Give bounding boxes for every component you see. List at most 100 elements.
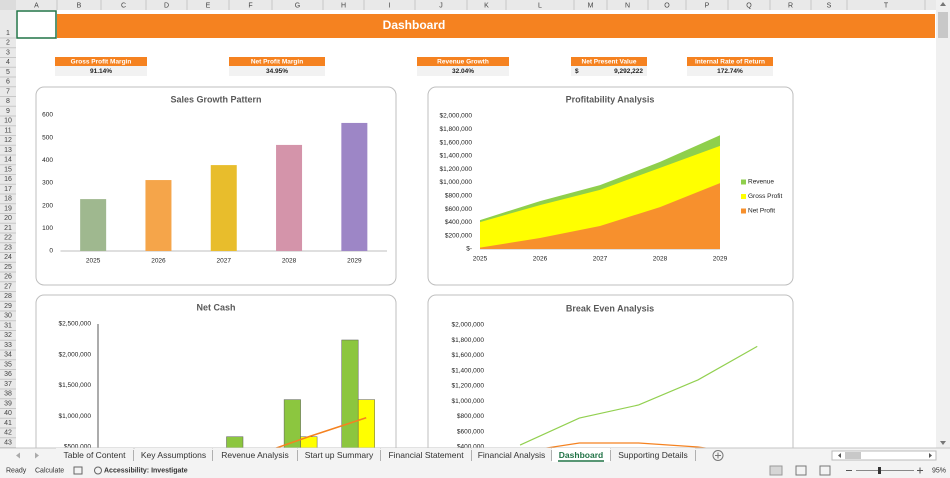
select-all-corner[interactable] <box>0 0 16 10</box>
column-letter[interactable]: O <box>664 2 670 9</box>
row-number[interactable]: 11 <box>4 127 11 134</box>
sheet-tab-label[interactable]: Revenue Analysis <box>221 450 289 460</box>
bar[interactable] <box>226 436 244 478</box>
tab-prev[interactable] <box>16 452 20 459</box>
column-letter[interactable]: N <box>625 2 630 9</box>
row-number[interactable]: 27 <box>4 283 12 290</box>
row-number[interactable]: 20 <box>4 215 12 222</box>
bar[interactable] <box>145 180 172 251</box>
sheet-tab[interactable] <box>611 448 695 462</box>
status-calculate[interactable]: Calculate <box>35 467 64 474</box>
row-number[interactable]: 9 <box>6 108 10 115</box>
row-number[interactable]: 19 <box>4 205 12 212</box>
row-number[interactable]: 1 <box>6 30 10 37</box>
sheet-tab[interactable] <box>298 448 380 462</box>
row-number[interactable]: 31 <box>4 322 12 329</box>
row-number[interactable]: 6 <box>6 79 10 86</box>
row-number[interactable]: 14 <box>4 157 12 164</box>
sheet-tab[interactable] <box>213 448 297 462</box>
new-sheet-button[interactable] <box>712 450 724 461</box>
row-number[interactable]: 8 <box>6 98 10 105</box>
chart-frame[interactable] <box>35 294 397 470</box>
column-letter[interactable]: P <box>705 2 710 9</box>
sheet-tab-label[interactable]: Supporting Details <box>618 450 687 460</box>
bar[interactable] <box>341 122 368 251</box>
column-letter[interactable]: A <box>34 2 39 9</box>
column-letter[interactable]: Q <box>746 2 752 9</box>
sheet-tab[interactable] <box>552 448 610 462</box>
row-number[interactable]: 26 <box>4 274 12 281</box>
row-number[interactable]: 10 <box>4 118 12 125</box>
column-letter[interactable]: S <box>827 2 832 9</box>
scroll-up-arrow[interactable] <box>940 2 946 6</box>
row-number[interactable]: 3 <box>6 49 10 56</box>
column-letter[interactable]: F <box>248 2 252 9</box>
column-letter[interactable]: I <box>389 2 391 9</box>
sheet-tab-label[interactable]: Table of Content <box>64 450 127 460</box>
column-letter[interactable]: B <box>77 2 82 9</box>
column-letter[interactable]: J <box>439 2 443 9</box>
page-break-button[interactable] <box>819 465 831 476</box>
zoom-level[interactable]: 95% <box>932 467 946 474</box>
row-number[interactable]: 23 <box>4 244 12 251</box>
sheet-tab-label[interactable]: Dashboard <box>559 450 603 460</box>
column-letter[interactable]: R <box>788 2 793 9</box>
column-letter[interactable]: D <box>164 2 169 9</box>
scroll-down-arrow[interactable] <box>940 441 946 445</box>
column-letter[interactable]: G <box>295 2 300 9</box>
status-accessibility[interactable]: Accessibility: Investigate <box>104 467 188 474</box>
zoom-handle[interactable] <box>878 467 881 474</box>
legend-label[interactable]: Gross Profit <box>748 193 783 200</box>
sheet-tab[interactable] <box>135 448 212 462</box>
sheet-tab-label[interactable]: Financial Statement <box>388 450 464 460</box>
column-letter[interactable]: T <box>884 2 889 9</box>
area[interactable] <box>480 183 720 249</box>
sheet-tab[interactable] <box>381 448 471 462</box>
legend-label[interactable]: Net Profit <box>748 208 775 215</box>
row-number[interactable]: 17 <box>4 186 12 193</box>
legend-label[interactable]: Revenue <box>748 179 774 186</box>
normal-view-button[interactable] <box>769 465 783 476</box>
row-number[interactable]: 16 <box>4 176 12 183</box>
column-letter[interactable]: H <box>341 2 346 9</box>
sheet-tab-label[interactable]: Start up Summary <box>305 450 374 460</box>
line[interactable] <box>520 442 757 455</box>
row-number[interactable]: 33 <box>4 342 12 349</box>
bar[interactable] <box>357 399 375 478</box>
bar[interactable] <box>80 199 107 251</box>
row-number[interactable]: 43 <box>4 439 12 446</box>
row-number[interactable]: 28 <box>4 293 12 300</box>
scroll-thumb[interactable] <box>938 12 948 38</box>
row-number[interactable]: 18 <box>4 196 12 203</box>
row-number[interactable]: 7 <box>6 88 10 95</box>
row-number[interactable]: 37 <box>4 381 12 388</box>
row-number[interactable]: 13 <box>4 147 12 154</box>
row-number[interactable]: 40 <box>4 410 12 417</box>
column-letter[interactable]: K <box>484 2 489 9</box>
tab-next[interactable] <box>35 452 39 459</box>
scroll-right-arrow[interactable] <box>929 453 932 458</box>
accessibility-icon[interactable] <box>94 466 102 475</box>
row-number[interactable]: 39 <box>4 400 12 407</box>
bar[interactable] <box>276 144 303 251</box>
sheet-tab-label[interactable]: Key Assumptions <box>141 450 206 460</box>
row-number[interactable]: 5 <box>6 69 10 76</box>
row-number[interactable]: 15 <box>4 166 12 173</box>
row-number[interactable]: 41 <box>4 420 12 427</box>
row-number[interactable]: 4 <box>6 59 10 66</box>
line[interactable] <box>519 345 758 446</box>
scroll-left-arrow[interactable] <box>838 453 841 458</box>
macro-icon[interactable] <box>73 466 83 475</box>
row-number[interactable]: 29 <box>4 303 12 310</box>
column-letter[interactable]: M <box>588 2 594 9</box>
row-number[interactable]: 34 <box>4 352 12 359</box>
row-number[interactable]: 22 <box>4 235 12 242</box>
row-number[interactable]: 25 <box>4 264 12 271</box>
column-letter[interactable]: E <box>206 2 211 9</box>
sheet-tab[interactable] <box>472 448 551 462</box>
row-number[interactable]: 35 <box>4 361 12 368</box>
selected-cell[interactable] <box>16 10 57 39</box>
bar[interactable] <box>210 165 237 251</box>
sheet-tab[interactable] <box>56 448 133 462</box>
row-number[interactable]: 42 <box>4 430 12 437</box>
